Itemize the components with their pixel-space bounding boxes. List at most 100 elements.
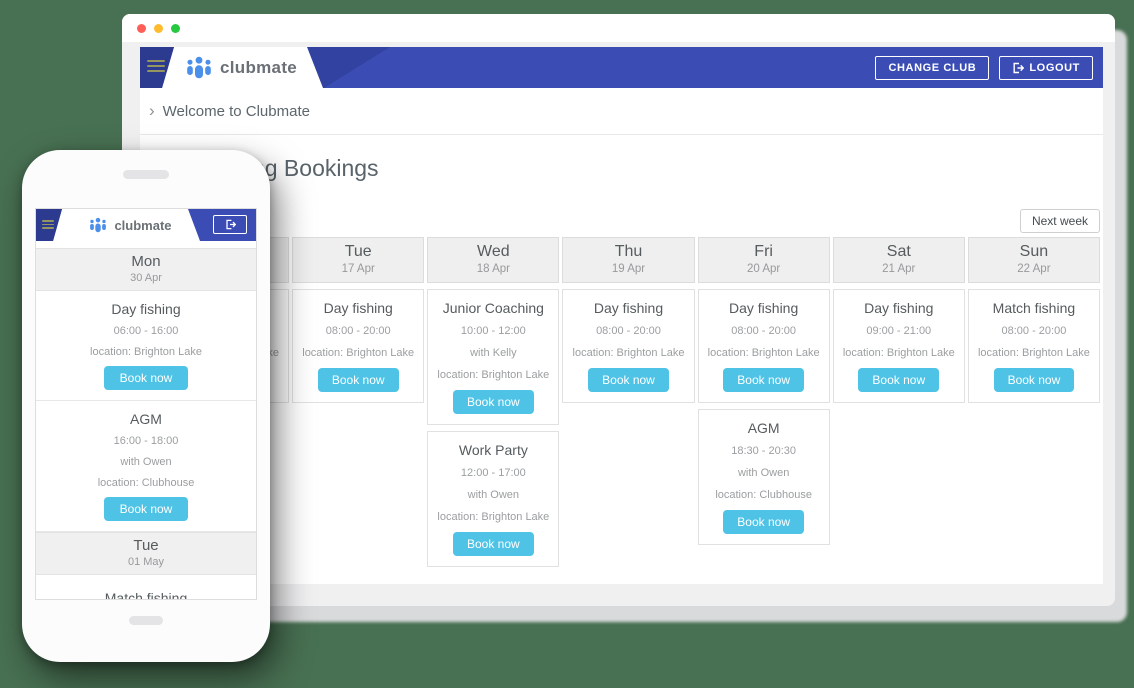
event-time: 10:00 - 12:00: [460, 325, 526, 337]
day-column-fri: Fri 20 Apr Day fishing 08:00 - 20:00 loc…: [697, 237, 830, 567]
event-card: Work Party 12:00 - 17:00 with Owen locat…: [427, 431, 560, 567]
event-coach: with Owen: [120, 456, 172, 468]
event-title: Junior Coaching: [442, 300, 544, 316]
event-location: location: Brighton Lake: [572, 347, 685, 359]
day-date: 30 Apr: [130, 272, 162, 284]
breadcrumb-chevron-icon: ›: [149, 101, 155, 120]
phone-home-button[interactable]: [129, 616, 163, 625]
phone-speaker: [123, 170, 169, 179]
day-date: 21 Apr: [882, 263, 916, 275]
event-time: 06:00 - 16:00: [113, 325, 179, 337]
day-name: Sun: [1019, 243, 1049, 260]
brand-name: clubmate: [220, 57, 298, 77]
event-location: location: Clubhouse: [715, 489, 812, 501]
event-card: Junior Coaching 10:00 - 12:00 with Kelly…: [427, 289, 560, 425]
day-column-wed: Wed 18 Apr Junior Coaching 10:00 - 12:00…: [427, 237, 560, 567]
day-column-thu: Thu 19 Apr Day fishing 08:00 - 20:00 loc…: [562, 237, 695, 567]
phone-day-header: Tue 01 May: [36, 532, 256, 575]
event-coach: with Owen: [467, 489, 520, 501]
window-zoom-button[interactable]: [171, 23, 180, 33]
window-minimize-button[interactable]: [154, 23, 163, 33]
phone-clubmate-logo: clubmate: [88, 217, 172, 233]
week-grid: Mon 16 Apr Day fishing 08:00 - 20:00 loc…: [157, 237, 1100, 567]
book-now-button[interactable]: Book now: [103, 366, 189, 390]
event-time: 08:00 - 20:00: [596, 325, 661, 337]
event-title: Day fishing: [864, 300, 934, 316]
event-location: location: Brighton Lake: [302, 347, 415, 359]
change-club-button[interactable]: CHANGE CLUB: [875, 55, 990, 80]
book-now-button[interactable]: Book now: [858, 368, 940, 392]
event-card: Day fishing 08:00 - 20:00 location: Brig…: [292, 289, 425, 403]
book-now-button[interactable]: Book now: [103, 497, 189, 521]
breadcrumb: › Welcome to Clubmate: [140, 88, 1103, 135]
event-time: 16:00 - 18:00: [113, 435, 179, 447]
menu-icon[interactable]: [147, 60, 165, 75]
event-title: Day fishing: [111, 301, 181, 317]
menu-icon[interactable]: [42, 220, 54, 231]
day-column-tue: Tue 17 Apr Day fishing 08:00 - 20:00 loc…: [292, 237, 425, 567]
change-club-label: CHANGE CLUB: [888, 61, 977, 74]
book-now-button[interactable]: Book now: [723, 368, 804, 392]
day-date: 17 Apr: [341, 263, 375, 275]
phone-logo-panel: clubmate: [53, 209, 200, 241]
header-logo-panel: clubmate: [162, 47, 323, 88]
day-name: Mon: [131, 253, 161, 270]
book-now-button[interactable]: Book now: [317, 368, 399, 392]
book-now-button[interactable]: Book now: [588, 368, 669, 392]
day-header: Tue 17 Apr: [292, 237, 425, 283]
event-time: 12:00 - 17:00: [460, 467, 526, 479]
event-time: 08:00 - 20:00: [731, 325, 797, 337]
book-now-button[interactable]: Book now: [993, 368, 1075, 392]
phone-app-header: clubmate: [36, 209, 256, 241]
logout-icon: [225, 219, 236, 230]
event-time: 08:00 - 20:00: [325, 325, 391, 337]
event-title: Match fishing: [992, 300, 1076, 316]
event-coach: with Owen: [737, 467, 790, 479]
event-title: AGM: [747, 420, 780, 436]
day-name: Thu: [614, 243, 643, 260]
window-close-button[interactable]: [137, 23, 146, 33]
phone-day-header: Mon 30 Apr: [36, 248, 256, 291]
header-actions: CHANGE CLUB LOGOUT: [875, 47, 1093, 88]
event-time: 09:00 - 21:00: [866, 325, 932, 337]
next-week-button[interactable]: Next week: [1019, 209, 1100, 233]
brand-name: clubmate: [114, 217, 172, 233]
event-card: Day fishing 08:00 - 20:00 location: Brig…: [562, 289, 695, 403]
day-name: Sat: [886, 243, 911, 260]
event-title: AGM: [130, 411, 162, 427]
day-date: 20 Apr: [747, 263, 781, 275]
day-header: Sun 22 Apr: [967, 237, 1100, 283]
day-column-sun: Sun 22 Apr Match fishing 08:00 - 20:00 l…: [967, 237, 1100, 567]
breadcrumb-label: Welcome to Clubmate: [162, 102, 310, 120]
logout-button[interactable]: LOGOUT: [999, 55, 1093, 80]
clubmate-logo: clubmate: [184, 56, 297, 79]
event-card: AGM 18:30 - 20:30 with Owen location: Cl…: [697, 409, 830, 545]
day-date: 18 Apr: [476, 263, 510, 275]
day-header: Thu 19 Apr: [562, 237, 695, 283]
event-title: Work Party: [458, 442, 528, 458]
event-card: Day fishing 08:00 - 20:00 location: Brig…: [697, 289, 830, 403]
phone-logout-button[interactable]: [213, 215, 247, 234]
book-now-button[interactable]: Book now: [453, 532, 534, 556]
phone-event-card: Day fishing 06:00 - 16:00 location: Brig…: [36, 291, 256, 401]
event-location: location: Clubhouse: [97, 477, 195, 489]
event-location: location: Brighton Lake: [90, 346, 202, 358]
day-header: Wed 18 Apr: [427, 237, 560, 283]
app-header: clubmate CHANGE CLUB LOGOUT: [140, 47, 1103, 88]
event-location: location: Brighton Lake: [707, 347, 820, 359]
day-date: 22 Apr: [1017, 263, 1051, 275]
event-title: Day fishing: [593, 300, 664, 316]
event-card: Match fishing 08:00 - 20:00 location: Br…: [967, 289, 1100, 403]
event-coach: with Kelly: [470, 347, 517, 359]
event-title: Day fishing: [729, 300, 799, 316]
day-name: Tue: [133, 537, 159, 554]
event-card: Day fishing 09:00 - 21:00 location: Brig…: [832, 289, 965, 403]
bookings-page: Upcoming Bookings Next week Mon 16 Apr D…: [140, 135, 1103, 583]
day-column-sat: Sat 21 Apr Day fishing 09:00 - 21:00 loc…: [832, 237, 965, 567]
phone-mockup: clubmate Mon 30 Apr Day fishing 06: [22, 150, 270, 662]
book-now-button[interactable]: Book now: [723, 510, 804, 534]
phone-screen: clubmate Mon 30 Apr Day fishing 06: [35, 208, 257, 600]
book-now-button[interactable]: Book now: [453, 390, 534, 414]
day-name: Wed: [477, 243, 510, 260]
